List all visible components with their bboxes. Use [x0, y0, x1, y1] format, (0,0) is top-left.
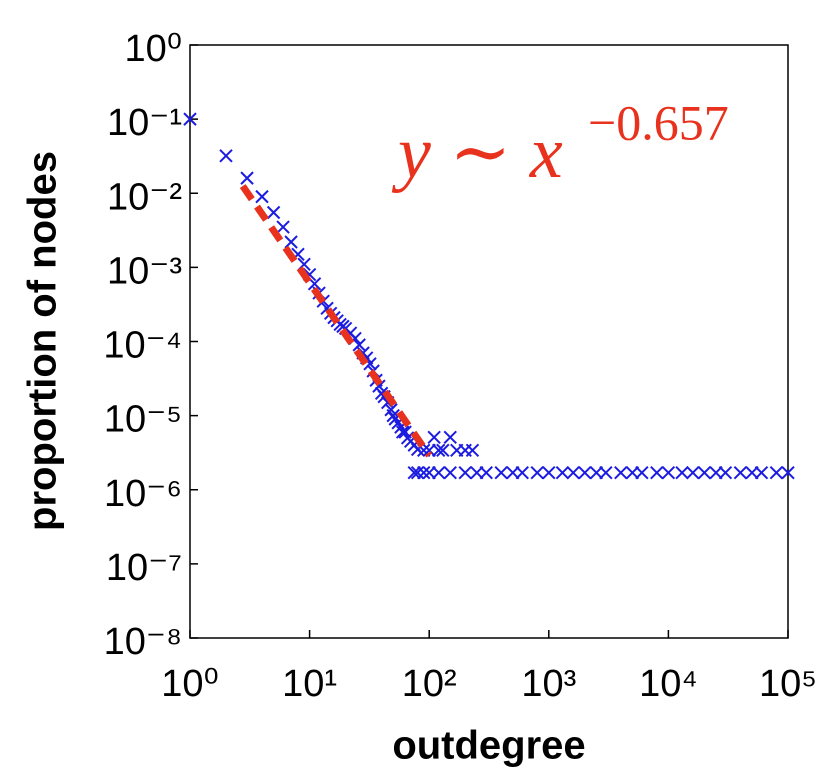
point [530, 465, 544, 480]
point [417, 465, 431, 480]
point [431, 465, 446, 480]
point [675, 465, 689, 480]
y-tick-label: 10⁻⁶ [104, 473, 182, 515]
x-tick-label: 10⁴ [639, 663, 698, 705]
point [635, 465, 649, 480]
y-tick-label: 10⁻⁷ [106, 547, 182, 589]
point [589, 465, 604, 480]
y-tick-label: 10⁻² [107, 176, 182, 218]
y-tick-label: 10⁻⁴ [103, 325, 182, 367]
point [410, 465, 425, 480]
point [470, 465, 484, 480]
point [458, 465, 472, 480]
point [183, 112, 197, 126]
point [555, 465, 570, 480]
point [781, 465, 795, 480]
point [443, 430, 457, 445]
point [407, 465, 421, 480]
point [465, 443, 480, 458]
point [542, 465, 556, 480]
point [566, 465, 580, 480]
point [506, 465, 520, 480]
point [494, 465, 508, 480]
point [219, 149, 233, 163]
point [276, 220, 290, 234]
annotation-exponent: −0.657 [588, 94, 729, 150]
y-axis-label: proportion of nodes [21, 151, 65, 531]
point [718, 465, 733, 480]
point [709, 465, 723, 480]
point [352, 338, 366, 352]
point [686, 465, 700, 480]
point [431, 443, 446, 458]
point [240, 171, 254, 185]
point [436, 443, 450, 458]
x-axis-label: outdegree [392, 724, 585, 768]
x-tick-label: 10⁵ [759, 663, 817, 705]
x-tick-label: 10² [402, 663, 457, 705]
y-tick-label: 10⁻³ [107, 250, 182, 292]
point [515, 465, 529, 480]
y-tick-label: 10⁻⁵ [104, 399, 182, 441]
point [769, 465, 784, 480]
point [422, 465, 436, 480]
x-tick-label: 10¹ [282, 663, 337, 705]
y-tick-label: 10⁰ [124, 28, 182, 70]
point [479, 465, 493, 480]
y-tick-label: 10⁻⁸ [104, 621, 182, 663]
point [443, 465, 457, 480]
point [599, 465, 613, 480]
point [578, 465, 592, 480]
point [754, 465, 769, 480]
point [745, 465, 759, 480]
x-tick-label: 10³ [521, 663, 576, 705]
point [625, 465, 640, 480]
point [255, 189, 269, 204]
point [614, 465, 628, 480]
point [697, 465, 712, 480]
point [422, 443, 436, 458]
point [661, 465, 676, 480]
point [427, 430, 441, 445]
annotation: y ∼ x [391, 112, 563, 194]
point [733, 465, 748, 480]
point [650, 465, 664, 480]
y-tick-label: 10⁻¹ [107, 102, 182, 144]
point [266, 205, 281, 220]
point [284, 235, 298, 249]
fit-line [239, 184, 433, 458]
x-tick-label: 10⁰ [161, 663, 219, 705]
